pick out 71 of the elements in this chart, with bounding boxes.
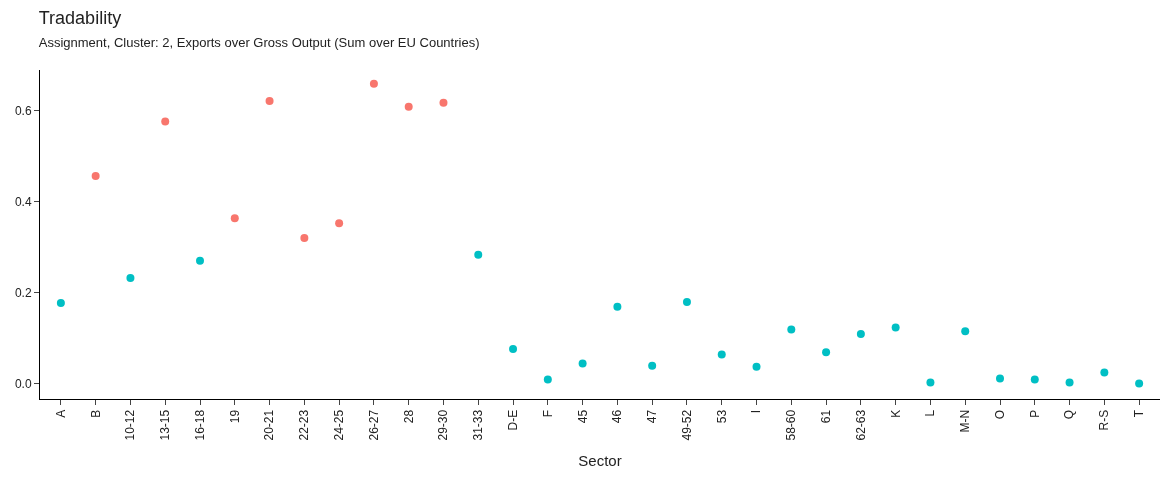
y-tick-label: 0.6: [14, 104, 32, 119]
y-tick-label: 0.4: [14, 195, 32, 210]
point: [1135, 379, 1144, 388]
x-tick-label: 26-27: [366, 409, 381, 441]
point: [161, 117, 170, 126]
point: [996, 374, 1004, 383]
x-tick-label: 45: [575, 409, 590, 424]
x-tick-label: 58-60: [784, 409, 799, 441]
x-tick-label: 31-33: [471, 409, 486, 441]
point: [1065, 378, 1074, 387]
point: [682, 298, 691, 307]
point: [717, 350, 726, 359]
x-tick-label: A: [53, 409, 68, 418]
x-tick-label: 24-25: [332, 409, 347, 441]
point: [196, 256, 204, 265]
point: [961, 327, 970, 336]
x-tick-label: 16-18: [192, 409, 207, 441]
y-tick-label: 0.2: [14, 286, 32, 301]
point: [752, 362, 761, 371]
x-tick-label: T: [1132, 409, 1147, 418]
x-tick-label: 53: [714, 409, 729, 424]
chart-title: Tradability: [38, 8, 122, 29]
x-tick-label: 49-52: [679, 409, 694, 441]
point: [126, 273, 135, 282]
point: [1100, 368, 1109, 377]
x-tick-label: 13-15: [158, 409, 173, 441]
x-tick-label: 46: [610, 409, 625, 424]
x-tick-label: 28: [401, 409, 416, 424]
y-tick-label: 0.0: [14, 377, 32, 392]
point: [439, 98, 448, 107]
x-tick-label: P: [1027, 409, 1042, 418]
x-tick-label: 20-21: [262, 409, 277, 441]
point: [509, 344, 518, 353]
point: [1030, 375, 1039, 384]
x-tick-label: 10-12: [123, 409, 138, 441]
point: [578, 359, 587, 368]
x-tick-label: K: [888, 409, 903, 418]
point: [369, 79, 378, 88]
x-tick-label: Q: [1062, 409, 1077, 420]
x-axis-title: Sector: [578, 451, 622, 469]
point: [787, 325, 796, 334]
point: [300, 233, 309, 242]
x-tick-label: M-N: [958, 409, 973, 433]
point: [230, 214, 239, 223]
x-tick-label: 19: [227, 409, 242, 424]
point: [91, 172, 100, 181]
point: [891, 323, 900, 332]
chart-subtitle: Assignment, Cluster: 2, Exports over Gross Output (Sum over EU Countries): [38, 35, 480, 51]
point: [856, 329, 865, 338]
x-tick-label: D-E: [505, 409, 520, 431]
x-tick-label: O: [992, 409, 1007, 420]
x-tick-label: L: [923, 409, 938, 417]
x-tick-label: R-S: [1097, 409, 1112, 431]
point: [543, 375, 552, 384]
point: [613, 302, 622, 311]
x-tick-label: F: [540, 409, 555, 418]
x-tick-label: 62-63: [853, 409, 868, 441]
point: [926, 378, 935, 387]
point: [404, 102, 413, 111]
x-tick-label: 47: [645, 409, 660, 424]
x-tick-label: 61: [818, 409, 833, 424]
point: [265, 96, 274, 105]
x-tick-label: I: [749, 409, 764, 414]
point: [648, 361, 657, 370]
point: [474, 250, 483, 259]
x-tick-label: B: [88, 409, 103, 418]
point: [56, 298, 65, 307]
point: [822, 348, 831, 357]
x-tick-label: 22-23: [297, 409, 312, 441]
x-tick-label: 29-30: [436, 409, 451, 441]
point: [335, 219, 344, 228]
